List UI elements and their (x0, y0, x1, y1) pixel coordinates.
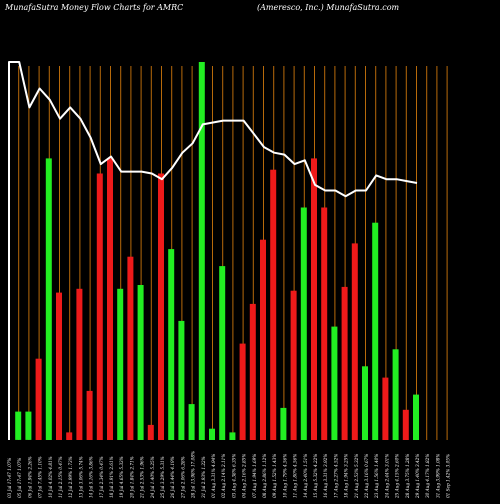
x-tick-label: 28 Jul 13.98% 17.08% (191, 451, 196, 499)
bar (351, 243, 358, 440)
bar (209, 428, 215, 440)
bar (178, 320, 185, 440)
x-tick-label: 04 Aug 2.16% 2.85% (242, 454, 247, 498)
bar (249, 303, 256, 440)
x-tick-label: 06 Jul 1.94% 2.26% (27, 456, 32, 498)
bar (147, 424, 154, 440)
x-tick-label: 27 Jul 2.06% 6.28% (180, 456, 185, 499)
bar (413, 394, 419, 440)
bar (270, 169, 277, 440)
x-tick-labels: 03 Jul 17:47 1.07% 05 Jul 17:47 1.07% 06 J… (7, 451, 451, 499)
bar (311, 158, 317, 440)
bar (66, 432, 73, 440)
bar (372, 222, 379, 440)
chart-title: MunafaSutra Money Flow Charts for AMRC (5, 3, 184, 12)
x-tick-label: 02 Aug 2.14% 2.11% (221, 454, 226, 498)
x-tick-label: 28 Aug 3.75% 1.28% (405, 454, 410, 499)
bar (25, 411, 32, 440)
x-tick-label: 31 Aug 3.99% 1.08% (435, 454, 440, 498)
x-tick-label: 25 Jul 3.29% 5.31% (160, 456, 165, 499)
x-tick-label: 21 Aug 2.53% 5.32% (354, 454, 359, 499)
gridlines (8, 66, 448, 440)
x-tick-label: 18 Jul 3.91% 2.61% (109, 456, 114, 498)
x-tick-label: 21 Jul 2.53% 1.96% (140, 456, 145, 499)
bar (260, 239, 266, 440)
bar (300, 207, 307, 440)
bar (280, 407, 287, 440)
bar (219, 266, 226, 440)
bar (239, 343, 246, 440)
bar (392, 349, 399, 440)
x-tick-label: 03 Aug 4.38% 6.35% (231, 454, 236, 498)
bar (402, 409, 409, 440)
x-tick-label: 15 Aug 5.32% 4.22% (313, 454, 318, 498)
bar (137, 285, 144, 440)
x-tick-label: 01 Sep 1.42% 3.05% (446, 454, 451, 498)
bar (76, 288, 83, 440)
x-tick-label: 25 Aug 4.15% 2.60% (395, 454, 400, 499)
x-tick-label: 08 Aug 2.86% 1.12% (262, 454, 267, 498)
bar (96, 173, 103, 440)
bar (127, 256, 134, 440)
x-tick-label: 20 Jul 1.84% 2.71% (129, 456, 134, 499)
x-tick-label: 13 Jul 3.06% 5.74% (78, 456, 83, 498)
x-tick-label: 22 Aug 3.16% 0.67% (364, 454, 369, 499)
x-tick-label: 26 Jul 3.44% 4.19% (170, 456, 175, 499)
x-tick-label: 01 Aug 3.31% 4.94% (211, 454, 216, 498)
bar (198, 62, 205, 440)
x-tick-label: 11 Aug 1.80% 4.56% (293, 454, 298, 498)
x-tick-label: 12 Jul 2.99% 1.73% (68, 456, 73, 498)
x-tick-label: 24 Aug 2.44% 3.01% (384, 454, 389, 499)
x-tick-label: 17 Jul 2.34% 0.47% (99, 456, 104, 498)
bar (86, 390, 93, 440)
bar (168, 249, 175, 440)
bar (290, 290, 297, 440)
x-tick-label: 29 Aug 1.40% 3.42% (415, 454, 420, 499)
bar (188, 404, 195, 440)
x-tick-label: 11 Jul 2.15% 0.47% (58, 456, 63, 498)
bar (341, 286, 348, 440)
x-tick-label: 07 Jul 7.45% 1.10% (38, 456, 43, 498)
x-tick-label: 03 Jul 17:47 1.07% (7, 458, 12, 498)
bar (362, 366, 368, 440)
x-tick-label: 24 Jul 1.40% 5.25% (150, 456, 155, 499)
bar (158, 173, 164, 440)
bar (331, 326, 338, 440)
x-tick-label: 23 Aug 1.56% 1.40% (374, 454, 379, 499)
x-tick-label: 18 Aug 1.94% 3.25% (344, 454, 349, 498)
bar (117, 288, 124, 440)
bars (15, 62, 419, 440)
bar (229, 432, 236, 440)
x-tick-label: 09 Aug 1.52% 1.43% (272, 454, 277, 498)
x-tick-label: 10 Aug 1.79% 4.56% (282, 454, 287, 498)
x-tick-label: 14 Jul 5.16% 3.86% (89, 456, 94, 498)
bar (15, 411, 22, 440)
x-tick-label: 14 Aug 2.40% 1.51% (303, 454, 308, 498)
bar (35, 358, 42, 440)
x-tick-label: 10 Jul 4.02% 4.81% (48, 456, 53, 498)
x-tick-label: 31 Jul 2.93% 1.22% (201, 456, 206, 498)
bar (382, 377, 389, 440)
x-tick-label: 05 Jul 17:47 1.07% (17, 458, 22, 498)
series-line (8, 61, 418, 440)
x-tick-label: 19 Jul 4.65% 5.33% (119, 456, 124, 498)
bar (56, 292, 62, 440)
x-tick-label: 07 Aug 1.94% 1.69% (252, 454, 257, 498)
bar (45, 158, 52, 440)
x-tick-label: 16 Aug 3.31% 3.92% (323, 454, 328, 498)
x-tick-label: 30 Aug 4.17% 1.82% (425, 454, 430, 498)
chart-subtitle: (Ameresco, Inc.) MunafaSutra.com (257, 3, 400, 12)
bar (321, 207, 328, 440)
bar (107, 158, 113, 440)
x-tick-label: 17 Aug 2.27% 4.52% (333, 454, 338, 498)
